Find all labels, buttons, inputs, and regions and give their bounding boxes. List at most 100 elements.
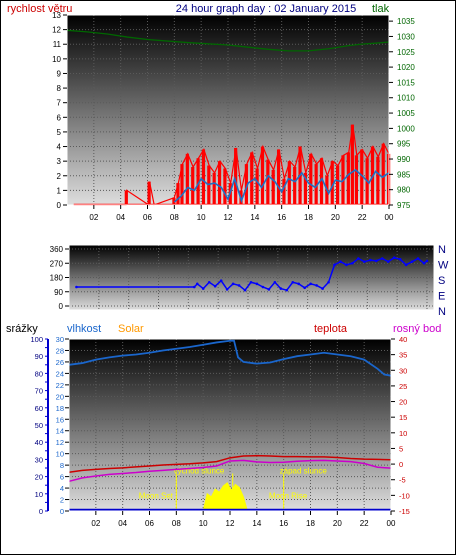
wind-line <box>73 124 390 207</box>
hour-tick-label: 06 <box>145 519 154 528</box>
pressure-tick-label: 1020 <box>397 63 415 72</box>
wind-tick-label: 4 <box>57 143 62 152</box>
wind-bar <box>223 168 227 205</box>
temp-tick-label: -5 <box>399 476 406 485</box>
humidity-tick-label: 20 <box>56 392 64 401</box>
hour-tick-label: 14 <box>250 213 259 222</box>
pressure-tick-label: 985 <box>397 170 411 179</box>
wind-direction-point <box>213 284 217 288</box>
wind-bar <box>176 183 180 205</box>
temp-tick-label: 0 <box>399 460 403 469</box>
wind-tick-label: 5 <box>57 128 62 137</box>
hour-tick-label: 08 <box>170 213 179 222</box>
hour-tick-label: 20 <box>331 213 340 222</box>
wind-direction-point <box>345 263 348 267</box>
temp-tick-label: 35 <box>399 351 407 360</box>
hour-tick-label: 08 <box>172 519 181 528</box>
solar-axis-label: Solar <box>118 323 144 335</box>
wind-bar <box>244 164 248 205</box>
wind-direction-point <box>410 260 414 263</box>
wind-direction-point <box>195 282 199 286</box>
rain-tick-label: 30 <box>35 455 43 464</box>
wind-bar <box>250 152 254 205</box>
wind-direction-point <box>333 263 336 267</box>
wind-direction-point <box>321 287 324 290</box>
compass-label: N <box>438 244 446 256</box>
wind-direction-point <box>261 285 265 289</box>
temp-tick-label: 5 <box>399 444 403 453</box>
temp-tick-label: 15 <box>399 413 407 422</box>
wind-pressure-plot-area <box>67 15 389 205</box>
compass-label: W <box>438 260 449 272</box>
sun-moon-annotation: Moon Set <box>139 491 174 500</box>
pressure-tick-label: 1030 <box>397 32 415 41</box>
humidity-tick-label: 0 <box>60 507 64 516</box>
temp-tick-label: 20 <box>399 398 407 407</box>
wind-bar <box>260 146 265 205</box>
pressure-tick-label: 1000 <box>397 124 415 133</box>
wind-tick-label: 13 <box>52 11 61 20</box>
wind-direction-point <box>243 288 247 292</box>
rain-tick-label: 50 <box>35 421 43 430</box>
wind-tick-label: 7 <box>57 99 62 108</box>
wind-direction-point <box>315 284 318 287</box>
rain-tick-label: 0 <box>39 507 43 516</box>
humidity-tick-label: 6 <box>60 473 64 482</box>
wind-direction-point <box>237 284 241 287</box>
wind-bar <box>201 149 206 205</box>
wind-direction-point <box>386 260 390 263</box>
wind-bar <box>282 178 286 205</box>
wind-bar <box>271 169 275 205</box>
wind-bar <box>276 149 281 205</box>
wind-direction-point <box>231 282 235 286</box>
wind-bar <box>303 172 308 205</box>
wind-bar <box>360 149 364 205</box>
direction-tick-label: 270 <box>50 259 64 268</box>
wind-pressure-axes: 0123456789101112139759809859909951000100… <box>52 11 415 222</box>
hour-tick-label: 10 <box>199 519 208 528</box>
solar-area <box>202 482 249 512</box>
pressure-tick-label: 980 <box>397 186 411 195</box>
hour-tick-label: 04 <box>118 519 127 528</box>
wind-bar <box>217 161 222 205</box>
humidity-tick-label: 18 <box>56 404 64 413</box>
wind-direction-point <box>422 261 426 265</box>
wind-bar <box>196 158 200 205</box>
wind-bar <box>346 152 350 205</box>
pressure-tick-label: 990 <box>397 155 411 164</box>
wind-direction-point <box>363 260 366 263</box>
rain-tick-label: 70 <box>35 387 43 396</box>
wind-tick-label: 9 <box>57 69 62 78</box>
humidity-tick-label: 26 <box>56 358 64 367</box>
wind-tick-label: 10 <box>52 55 61 64</box>
wind-bar <box>309 153 313 205</box>
wind-direction-point <box>351 261 354 265</box>
hour-tick-label: 20 <box>333 519 342 528</box>
pressure-tick-label: 995 <box>397 140 411 149</box>
wind-direction-point <box>273 280 277 284</box>
humidity-axis-label: vlhkost <box>67 323 101 335</box>
wind-tick-label: 1 <box>57 186 62 195</box>
wind-bar <box>287 161 291 205</box>
climate-axes: 0246810121416182022242628300102030405060… <box>30 335 409 528</box>
pressure-tick-label: 1005 <box>397 109 415 118</box>
hour-tick-label: 16 <box>279 519 288 528</box>
hour-tick-label: 12 <box>224 213 233 222</box>
wind-direction-point <box>193 285 196 289</box>
wind-bar <box>314 164 318 205</box>
rain-tick-label: 10 <box>35 490 43 499</box>
wind-bar <box>381 143 385 205</box>
temperature-axis-label: teplota <box>314 323 348 335</box>
wind-tick-label: 0 <box>57 201 62 210</box>
wind-tick-label: 6 <box>57 113 62 122</box>
wind-direction-point <box>201 287 205 290</box>
wind-direction-point <box>279 287 283 290</box>
wind-direction-point <box>255 282 259 286</box>
humidity-tick-label: 24 <box>56 369 64 378</box>
wind-axis-label: rychlost větru <box>7 3 72 15</box>
wind-bar <box>207 165 211 205</box>
direction-tick-label: 90 <box>54 288 63 297</box>
wind-direction-point <box>249 280 253 284</box>
compass-label: S <box>438 275 445 287</box>
